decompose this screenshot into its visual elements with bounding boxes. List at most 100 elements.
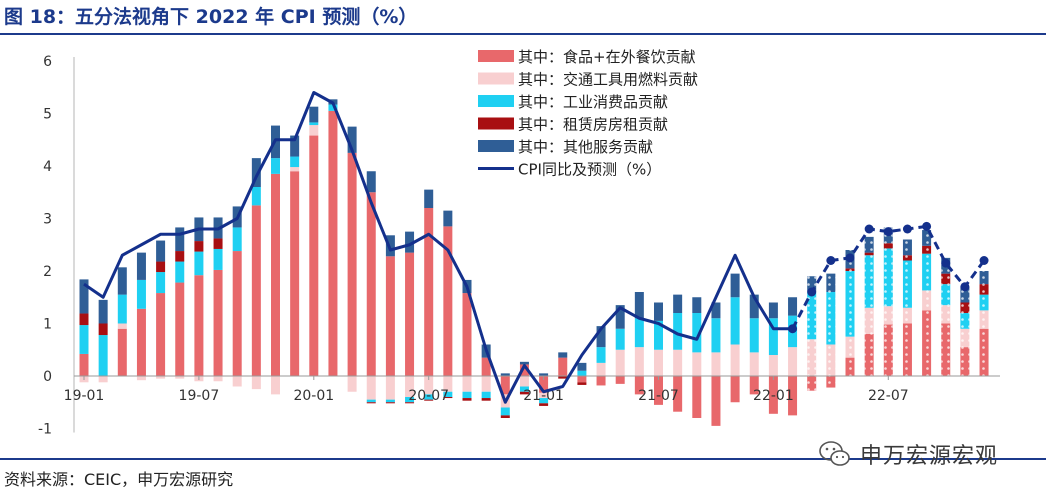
bar-services	[405, 231, 415, 253]
bar-forecast-overlay	[979, 294, 989, 311]
bar-forecast-overlay	[807, 276, 817, 292]
bar-food	[366, 192, 376, 376]
legend-label-services: 其中：其他服务贡献	[518, 138, 653, 156]
cpi-stacked-bar-chart: -1 0 1 2 3 4 5 6 19-01 19-07 20-01 20-07 21-01 21-07 2…	[38, 48, 1000, 438]
bar-transport	[539, 392, 549, 399]
bar-rent	[577, 382, 587, 385]
bar-food	[730, 376, 740, 403]
bar-food	[615, 376, 625, 384]
bar-services	[519, 361, 529, 365]
bar-transport	[271, 376, 280, 395]
bar-industrial	[117, 294, 127, 324]
bar-industrial	[596, 347, 606, 363]
bar-forecast-overlay	[826, 292, 836, 345]
bar-food	[768, 376, 778, 414]
y-tick-label: -1	[38, 422, 52, 438]
cpi-forecast-point	[883, 227, 893, 237]
source-note: 资料来源：CEIC，申万宏源研究	[4, 470, 234, 489]
bottom-rule	[0, 458, 1046, 460]
bar-forecast-overlay	[902, 307, 912, 324]
y-tick-label: 0	[43, 369, 52, 385]
bar-rent	[194, 241, 204, 252]
bar-industrial	[730, 297, 740, 345]
bar-transport	[175, 376, 185, 379]
cpi-forecast-point	[902, 224, 912, 234]
bar-rent	[175, 251, 185, 262]
bar-services	[539, 373, 549, 376]
bar-transport	[443, 376, 453, 392]
bar-food	[443, 226, 453, 376]
bar-forecast-overlay	[826, 376, 836, 388]
bar-food	[232, 251, 242, 376]
bar-forecast-overlay	[941, 273, 951, 285]
y-tick-label: 2	[43, 264, 52, 280]
bar-food	[539, 376, 549, 393]
legend-swatch-transport	[478, 72, 514, 85]
bar-forecast-overlay	[845, 336, 855, 358]
bar-food	[519, 364, 529, 376]
bar-transport	[117, 323, 127, 329]
legend-swatch-rent	[478, 117, 514, 130]
bar-food	[634, 376, 644, 395]
bar-industrial	[424, 394, 434, 400]
bar-industrial	[251, 187, 261, 206]
cpi-forecast-point	[807, 287, 817, 297]
x-tick-label: 19-01	[64, 388, 105, 404]
bar-forecast-overlay	[807, 292, 817, 340]
bar-transport	[692, 352, 702, 376]
bar-industrial	[615, 328, 625, 350]
bar-transport	[730, 344, 740, 376]
bar-transport	[385, 376, 395, 400]
top-rule	[0, 33, 1046, 35]
legend-label-industrial: 其中：工业消费品贡献	[518, 93, 668, 111]
bar-forecast-overlay	[845, 268, 855, 271]
bar-transport	[347, 376, 357, 392]
bar-forecast-overlay	[845, 357, 855, 376]
bar-services	[347, 126, 357, 153]
bar-rent	[462, 398, 472, 401]
bar-services	[424, 189, 434, 208]
bar-food	[692, 376, 702, 418]
bar-forecast-overlay	[826, 344, 836, 376]
bar-transport	[98, 376, 108, 383]
bar-forecast-overlay	[902, 323, 912, 376]
cpi-forecast-point	[826, 256, 836, 265]
bar-industrial	[290, 156, 300, 168]
bar-forecast-overlay	[941, 323, 951, 376]
bar-food	[711, 376, 721, 426]
bar-forecast-overlay	[922, 253, 932, 291]
bar-rent	[213, 238, 223, 249]
bar-forecast-overlay	[960, 302, 970, 313]
bar-services	[175, 227, 185, 252]
bar-transport	[788, 347, 798, 376]
bar-rent	[366, 402, 376, 404]
bar-services	[711, 302, 721, 319]
bar-transport	[749, 352, 759, 376]
bar-food	[309, 135, 319, 376]
bar-food	[328, 110, 338, 376]
bar-industrial	[462, 391, 472, 399]
y-tick-label: 6	[43, 54, 52, 70]
bar-forecast-overlay	[902, 260, 912, 308]
bar-food	[175, 282, 185, 376]
cpi-line-actual	[83, 91, 793, 404]
bar-rent	[79, 313, 89, 326]
bar-transport	[213, 376, 223, 382]
bar-food	[749, 376, 759, 395]
bar-transport	[615, 349, 625, 376]
bar-services	[788, 297, 798, 316]
bar-services	[290, 135, 300, 157]
bar-forecast-overlay	[979, 310, 989, 329]
bar-rent	[539, 403, 549, 406]
bar-food	[194, 275, 204, 376]
bar-services	[654, 302, 663, 321]
bar-industrial	[175, 261, 185, 283]
bar-transport	[711, 352, 721, 376]
bar-forecast-overlay	[864, 307, 874, 334]
y-tick-label: 1	[43, 317, 52, 333]
bar-services	[98, 299, 108, 324]
bar-services	[768, 302, 778, 319]
bar-services	[443, 210, 453, 227]
bar-rent	[424, 399, 434, 401]
bar-transport	[309, 125, 319, 136]
